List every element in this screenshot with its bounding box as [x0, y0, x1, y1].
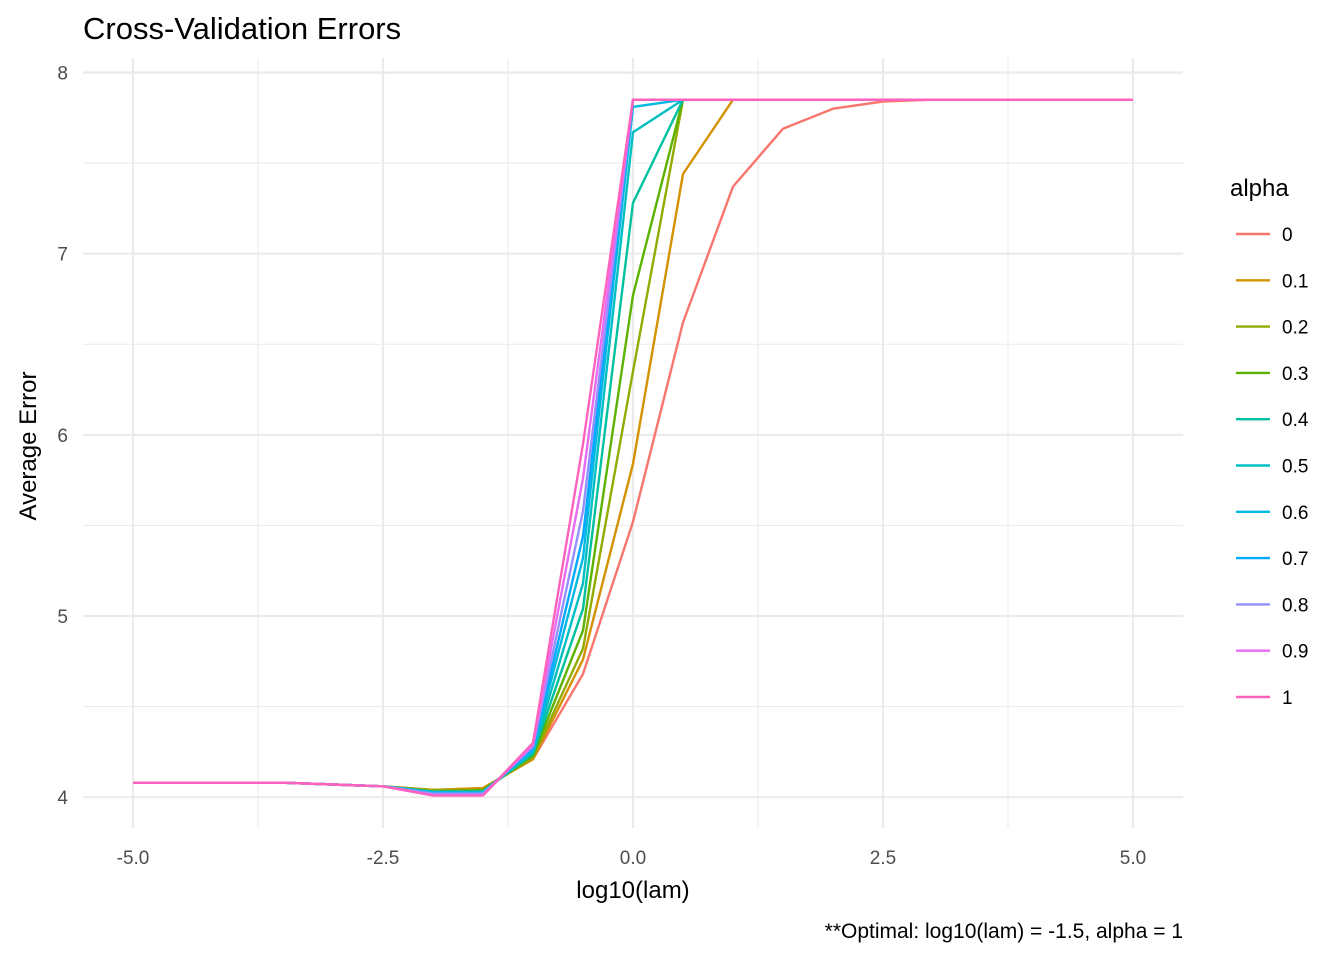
legend-title: alpha: [1230, 175, 1289, 202]
tick-labels: -5.0 -2.5 0.0 2.5 5.0 4 5 6 7 8: [57, 63, 1146, 869]
x-tick-label: 0.0: [620, 848, 646, 869]
series-lines: [133, 98, 1133, 797]
legend-label: 0.5: [1282, 457, 1308, 478]
legend-item: 0.7: [1236, 549, 1308, 570]
gridlines: [83, 58, 1183, 828]
legend-label: 0.1: [1282, 271, 1308, 292]
legend-label: 0.2: [1282, 318, 1308, 339]
legend-item: 0.9: [1236, 642, 1308, 663]
legend-label: 0.6: [1282, 503, 1308, 524]
x-tick-label: -2.5: [367, 848, 400, 869]
legend-label: 0.8: [1282, 595, 1308, 616]
chart-caption: **Optimal: log10(lam) = -1.5, alpha = 1: [825, 920, 1183, 943]
legend-item: 0.2: [1236, 318, 1308, 339]
legend-label: 0.3: [1282, 364, 1308, 385]
legend-item: 0.1: [1236, 271, 1308, 292]
x-tick-label: -5.0: [117, 848, 150, 869]
series-line-alpha-1: [133, 98, 1133, 797]
legend-label: 0: [1282, 225, 1293, 246]
legend-label: 0.9: [1282, 642, 1308, 663]
legend-item: 1: [1236, 688, 1293, 709]
legend-item: 0.3: [1236, 364, 1308, 385]
legend-item: 0.6: [1236, 503, 1308, 524]
legend-items: 0 0.1 0.2 0.3 0.4 0.5 0.6 0.7 0.8 0.9 1: [1236, 225, 1309, 709]
x-tick-label: 2.5: [870, 848, 896, 869]
legend-label: 0.4: [1282, 410, 1309, 431]
y-tick-label: 7: [57, 245, 68, 266]
y-tick-label: 4: [57, 788, 68, 809]
y-axis-title: Average Error: [15, 372, 42, 521]
x-axis-title: log10(lam): [576, 877, 689, 904]
legend-item: 0.4: [1236, 410, 1309, 431]
legend-label: 0.7: [1282, 549, 1308, 570]
legend-item: 0.5: [1236, 457, 1308, 478]
legend-item: 0.8: [1236, 595, 1308, 616]
y-tick-label: 5: [57, 607, 68, 628]
legend-item: 0: [1236, 225, 1293, 246]
legend-label: 1: [1282, 688, 1293, 709]
legend: alpha 0 0.1 0.2 0.3 0.4 0.5 0.6 0.7 0.8 0.9 1: [1230, 175, 1309, 709]
y-tick-label: 6: [57, 426, 68, 447]
chart-title: Cross-Validation Errors: [83, 11, 401, 46]
y-tick-label: 8: [57, 63, 68, 84]
x-tick-label: 5.0: [1120, 848, 1146, 869]
